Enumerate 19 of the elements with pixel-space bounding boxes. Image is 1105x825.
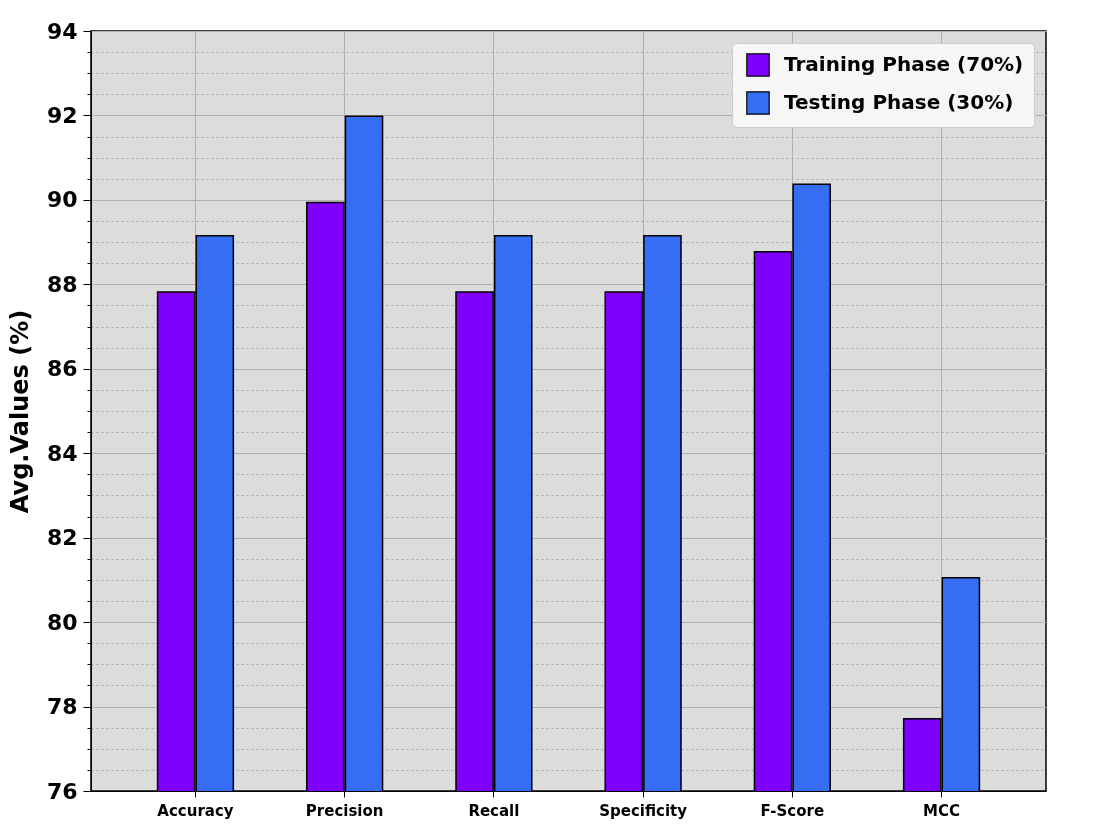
legend-label: Training Phase (70%) — [784, 52, 1024, 76]
y-tick-label: 94 — [46, 18, 78, 44]
y-tick-label: 78 — [46, 694, 78, 720]
y-tick-label: 86 — [46, 356, 78, 382]
y-tick-label: 88 — [46, 271, 78, 297]
y-tick-label: 90 — [46, 187, 78, 213]
y-tick-label: 76 — [46, 778, 78, 804]
x-tick-label: MCC — [923, 801, 961, 820]
x-tick-label: F-Score — [760, 801, 825, 820]
y-axis-title: Avg.Values (%) — [5, 309, 34, 514]
y-tick-label: 92 — [46, 102, 78, 128]
x-tick-label: Recall — [468, 801, 520, 820]
legend-label: Testing Phase (30%) — [784, 90, 1014, 114]
x-tick-label: Precision — [305, 801, 384, 820]
y-tick-label: 84 — [46, 440, 78, 466]
y-tick-label: 82 — [46, 525, 78, 551]
x-tick-label: Specificity — [599, 801, 688, 820]
x-tick-label: Accuracy — [157, 801, 234, 820]
y-tick-label: 80 — [46, 609, 78, 635]
